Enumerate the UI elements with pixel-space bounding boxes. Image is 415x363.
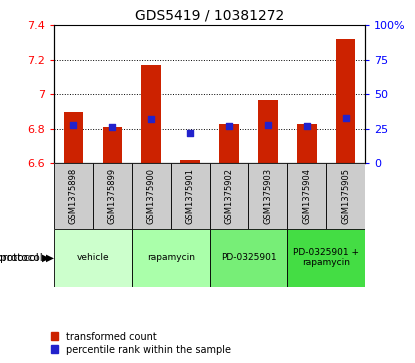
Bar	[249, 163, 287, 229]
Bar	[54, 229, 132, 287]
Text: GSM1375899: GSM1375899	[108, 168, 117, 224]
Point	[342, 115, 349, 121]
Title: GDS5419 / 10381272: GDS5419 / 10381272	[135, 9, 284, 23]
Text: protocol ▶: protocol ▶	[0, 253, 50, 263]
Text: GSM1375901: GSM1375901	[186, 168, 195, 224]
Bar	[132, 229, 210, 287]
Bar	[142, 65, 161, 163]
Bar	[132, 163, 171, 229]
Text: GSM1375900: GSM1375900	[147, 168, 156, 224]
Bar	[181, 160, 200, 163]
Bar	[287, 229, 365, 287]
Text: protocol ▶: protocol ▶	[0, 253, 54, 263]
Text: GSM1375902: GSM1375902	[225, 168, 234, 224]
Text: rapamycin: rapamycin	[146, 253, 195, 262]
Legend: transformed count, percentile rank within the sample: transformed count, percentile rank withi…	[51, 331, 231, 355]
Bar	[219, 124, 239, 163]
Text: GSM1375904: GSM1375904	[303, 168, 311, 224]
Bar	[63, 112, 83, 163]
Point	[303, 123, 310, 129]
Text: GSM1375898: GSM1375898	[69, 168, 78, 224]
Text: vehicle: vehicle	[76, 253, 109, 262]
Bar	[54, 163, 93, 229]
Bar	[326, 163, 365, 229]
Bar	[210, 163, 249, 229]
Bar	[258, 99, 278, 163]
Text: PD-0325901 +
rapamycin: PD-0325901 + rapamycin	[293, 248, 359, 268]
Bar	[103, 127, 122, 163]
Point	[265, 122, 271, 128]
Point	[187, 130, 193, 136]
Point	[70, 122, 77, 128]
Point	[109, 125, 116, 130]
Bar	[287, 163, 326, 229]
Text: GSM1375905: GSM1375905	[341, 168, 350, 224]
Point	[148, 116, 154, 122]
Bar	[93, 163, 132, 229]
Bar	[210, 229, 287, 287]
Bar	[336, 39, 356, 163]
Text: GSM1375903: GSM1375903	[264, 168, 272, 224]
Text: PD-0325901: PD-0325901	[221, 253, 276, 262]
Bar	[297, 124, 317, 163]
Bar	[171, 163, 210, 229]
Point	[226, 123, 232, 129]
